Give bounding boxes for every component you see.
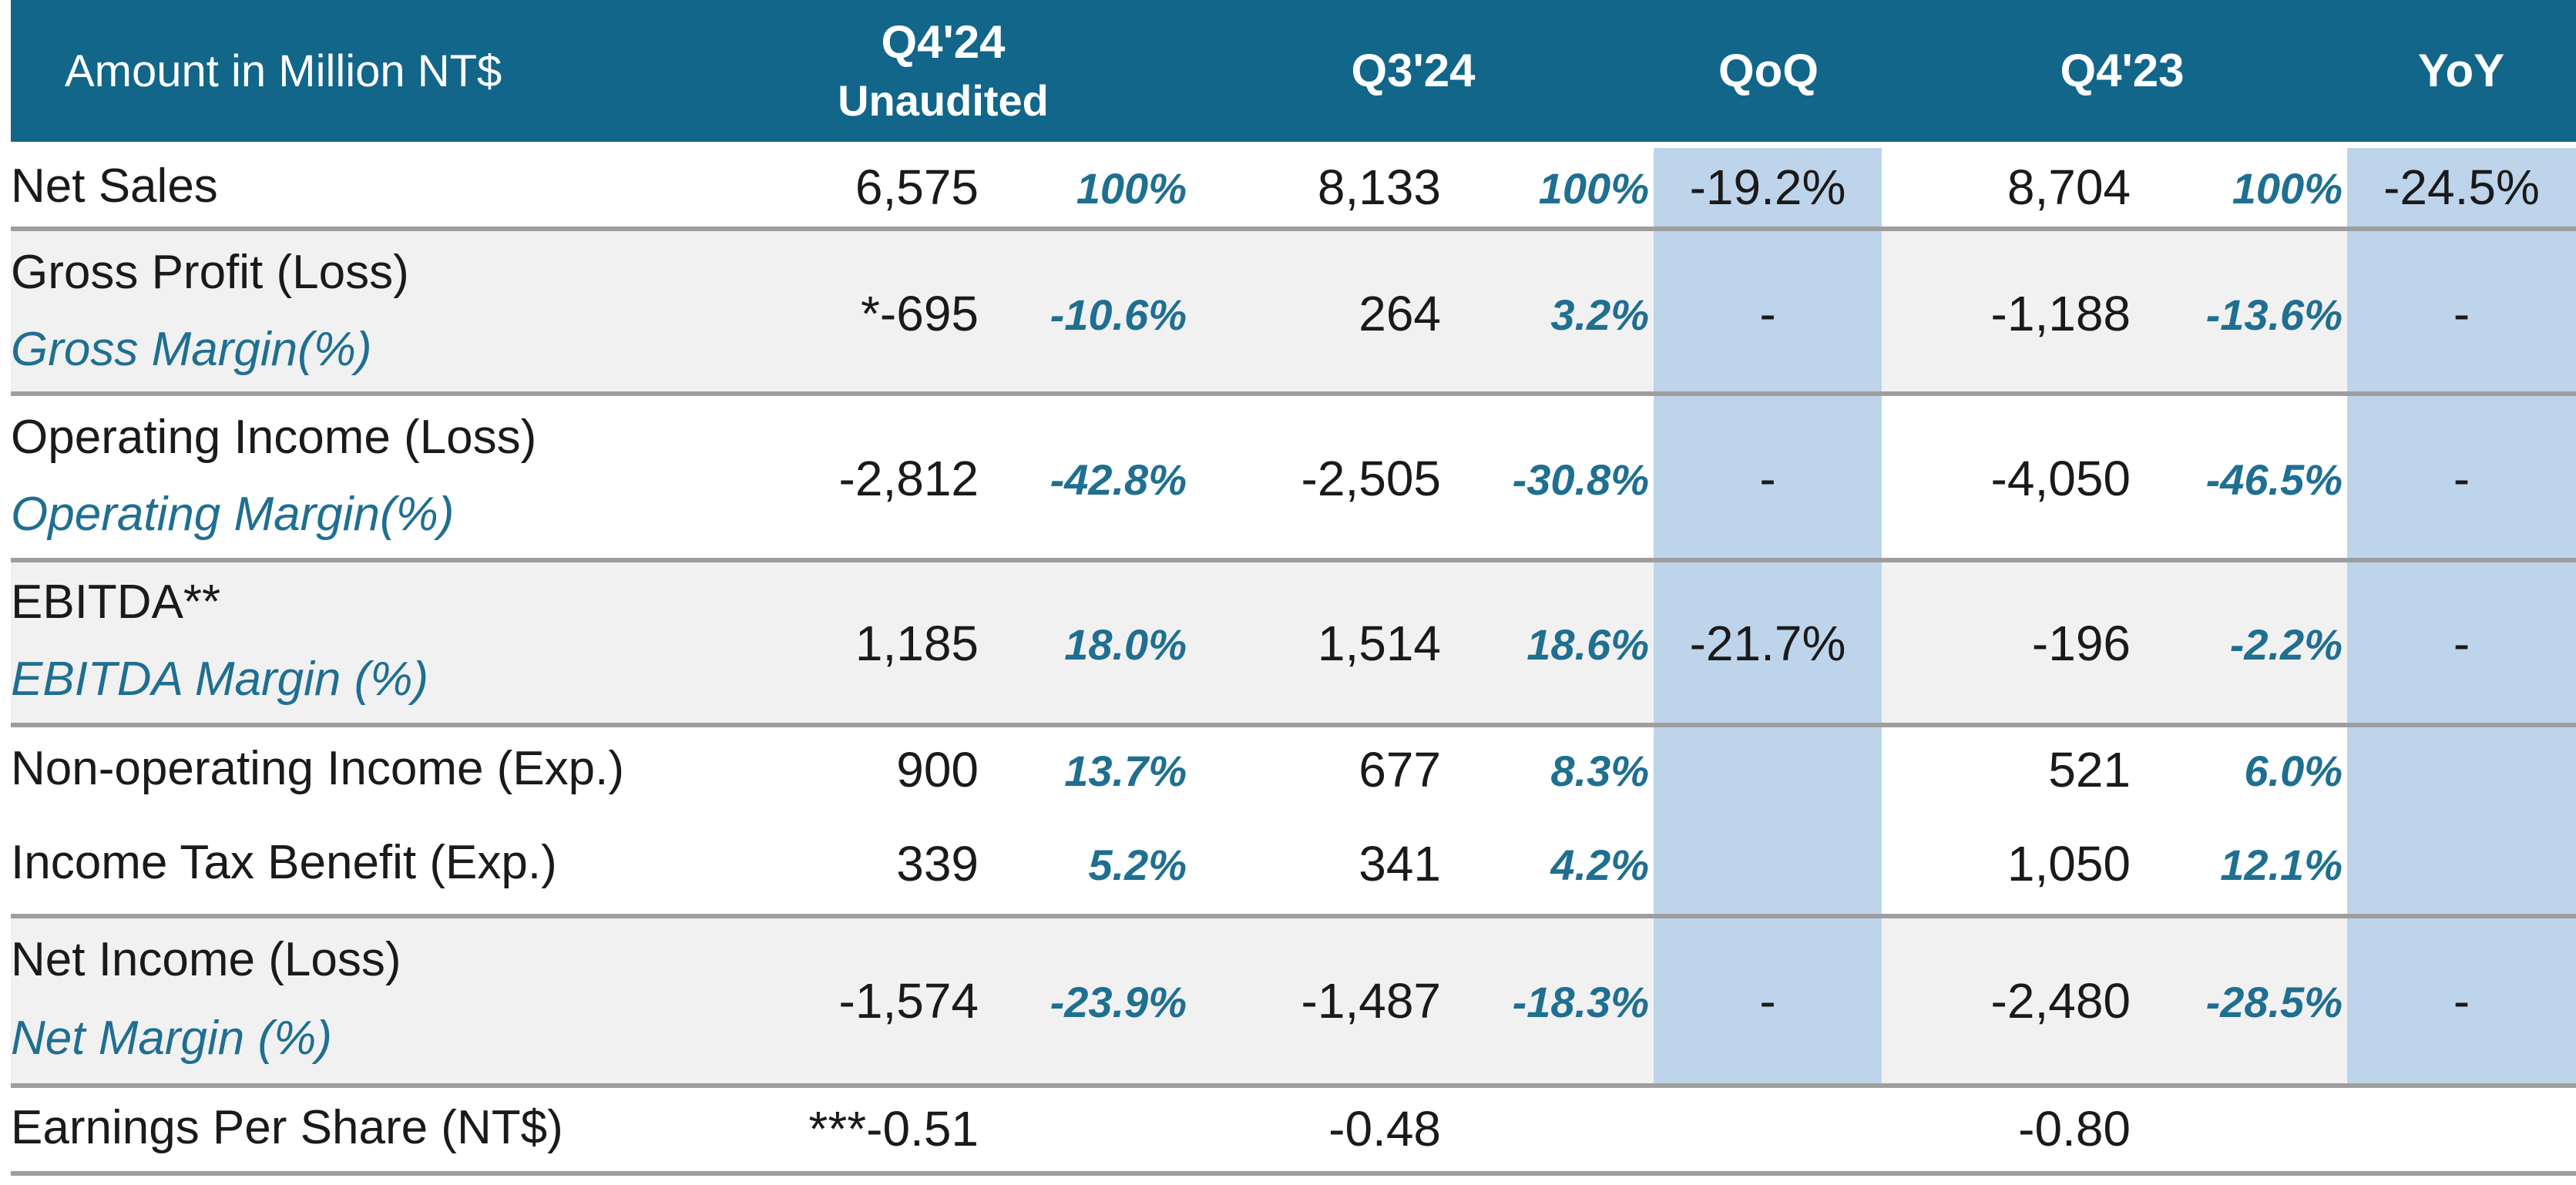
qoq-column-highlight bbox=[1654, 148, 1882, 1083]
cell-q4-23: -196 bbox=[2031, 616, 2131, 671]
row-label: Gross Profit (Loss) bbox=[11, 246, 409, 299]
cell-q4-23-pct: 12.1% bbox=[2220, 841, 2343, 889]
cell-q4-23-pct: 6.0% bbox=[2244, 747, 2343, 795]
row-label: EBITDA** bbox=[11, 576, 221, 629]
row-sub-label: Gross Margin(%) bbox=[11, 323, 372, 376]
cell-q4-24: -2,812 bbox=[838, 451, 979, 506]
cell-yoy: -24.5% bbox=[2383, 159, 2540, 215]
cell-q4-24: 900 bbox=[896, 742, 979, 797]
cell-q3-24-pct: -30.8% bbox=[1512, 455, 1649, 504]
cell-q3-24-pct: 18.6% bbox=[1526, 620, 1649, 669]
cell-q4-24-pct: -23.9% bbox=[1050, 978, 1187, 1026]
cell-q4-23-pct: -13.6% bbox=[2205, 290, 2343, 339]
header-units-label: Amount in Million NT$ bbox=[65, 45, 502, 96]
row-separator bbox=[11, 1171, 2576, 1176]
cell-q4-23-pct: -28.5% bbox=[2205, 978, 2343, 1026]
cell-q3-24-pct: 8.3% bbox=[1550, 747, 1649, 795]
cell-yoy: - bbox=[2453, 451, 2470, 506]
cell-q4-23: 1,050 bbox=[2007, 836, 2131, 891]
cell-q4-24: *-695 bbox=[861, 286, 979, 341]
cell-qoq: - bbox=[1759, 973, 1776, 1029]
cell-q4-24: 6,575 bbox=[855, 159, 979, 215]
cell-q4-23: -4,050 bbox=[1990, 451, 2131, 506]
cell-q4-23-pct: -46.5% bbox=[2205, 455, 2343, 504]
row-bg-net-income bbox=[11, 918, 2576, 1083]
cell-q3-24-pct: 3.2% bbox=[1550, 290, 1649, 339]
cell-q4-23: 8,704 bbox=[2007, 159, 2131, 215]
row-label: Earnings Per Share (NT$) bbox=[11, 1101, 563, 1154]
cell-q3-24: 1,514 bbox=[1317, 616, 1441, 671]
cell-q4-23: -0.80 bbox=[2018, 1101, 2131, 1156]
cell-q4-24-pct: 100% bbox=[1076, 164, 1187, 213]
cell-q4-24: -1,574 bbox=[838, 973, 979, 1029]
header-q4-24-unaudited: Unaudited bbox=[838, 76, 1049, 125]
cell-qoq: -19.2% bbox=[1689, 159, 1846, 215]
cell-q4-24-pct: 5.2% bbox=[1088, 841, 1187, 889]
cell-q3-24: -2,505 bbox=[1301, 451, 1441, 506]
cell-yoy: - bbox=[2453, 973, 2470, 1029]
cell-q3-24-pct: 100% bbox=[1538, 164, 1649, 213]
cell-q3-24: -0.48 bbox=[1328, 1101, 1441, 1156]
cell-q4-24: ***-0.51 bbox=[808, 1101, 979, 1156]
yoy-column-highlight bbox=[2347, 148, 2576, 1083]
row-bg-gross-profit bbox=[11, 231, 2576, 391]
cell-q3-24: -1,487 bbox=[1301, 973, 1441, 1029]
table-header: Amount in Million NT$ Q4'24 Unaudited Q3… bbox=[11, 0, 2576, 142]
cell-q4-23-pct: 100% bbox=[2232, 164, 2343, 213]
header-q4-24: Q4'24 Unaudited bbox=[789, 0, 1097, 142]
row-separator bbox=[11, 723, 2576, 727]
header-yoy: YoY bbox=[2417, 45, 2505, 96]
row-separator bbox=[11, 914, 2576, 918]
cell-q4-23: -1,188 bbox=[1990, 286, 2131, 341]
cell-q3-24: 264 bbox=[1359, 286, 1441, 341]
cell-q3-24-pct: -18.3% bbox=[1512, 978, 1649, 1026]
cell-yoy: - bbox=[2453, 616, 2470, 671]
row-separator bbox=[11, 558, 2576, 562]
cell-q3-24: 341 bbox=[1359, 836, 1441, 891]
row-sub-label: Net Margin (%) bbox=[11, 1012, 332, 1065]
row-separator bbox=[11, 227, 2576, 231]
cell-q4-24-pct: -10.6% bbox=[1050, 290, 1187, 339]
cell-qoq: -21.7% bbox=[1689, 616, 1846, 671]
row-label: Net Income (Loss) bbox=[11, 933, 401, 986]
cell-q4-23: -2,480 bbox=[1990, 973, 2131, 1029]
cell-qoq: - bbox=[1759, 451, 1776, 506]
row-label: Net Sales bbox=[11, 159, 218, 213]
header-qoq: QoQ bbox=[1718, 45, 1819, 96]
row-sub-label: EBITDA Margin (%) bbox=[11, 653, 429, 706]
row-bg-ebitda bbox=[11, 562, 2576, 723]
cell-q4-23: 521 bbox=[2048, 742, 2131, 797]
header-q3-24: Q3'24 bbox=[1351, 45, 1476, 96]
cell-q4-24-pct: -42.8% bbox=[1050, 455, 1187, 504]
cell-q3-24-pct: 4.2% bbox=[1550, 841, 1649, 889]
header-q4-23: Q4'23 bbox=[2060, 45, 2185, 96]
row-label: Income Tax Benefit (Exp.) bbox=[11, 836, 557, 889]
cell-q4-24: 339 bbox=[896, 836, 979, 891]
row-sub-label: Operating Margin(%) bbox=[11, 488, 455, 541]
row-separator bbox=[11, 1083, 2576, 1088]
header-q4-24-label: Q4'24 bbox=[881, 16, 1006, 68]
row-separator bbox=[11, 391, 2576, 396]
row-label: Non-operating Income (Exp.) bbox=[11, 742, 625, 795]
cell-q4-24-pct: 18.0% bbox=[1064, 620, 1187, 669]
row-label: Operating Income (Loss) bbox=[11, 411, 537, 464]
cell-q4-24-pct: 13.7% bbox=[1064, 747, 1187, 795]
cell-yoy: - bbox=[2453, 286, 2470, 341]
cell-q3-24: 677 bbox=[1359, 742, 1441, 797]
cell-qoq: - bbox=[1759, 286, 1776, 341]
cell-q3-24: 8,133 bbox=[1317, 159, 1441, 215]
cell-q4-24: 1,185 bbox=[855, 616, 979, 671]
cell-q4-23-pct: -2.2% bbox=[2229, 620, 2343, 669]
